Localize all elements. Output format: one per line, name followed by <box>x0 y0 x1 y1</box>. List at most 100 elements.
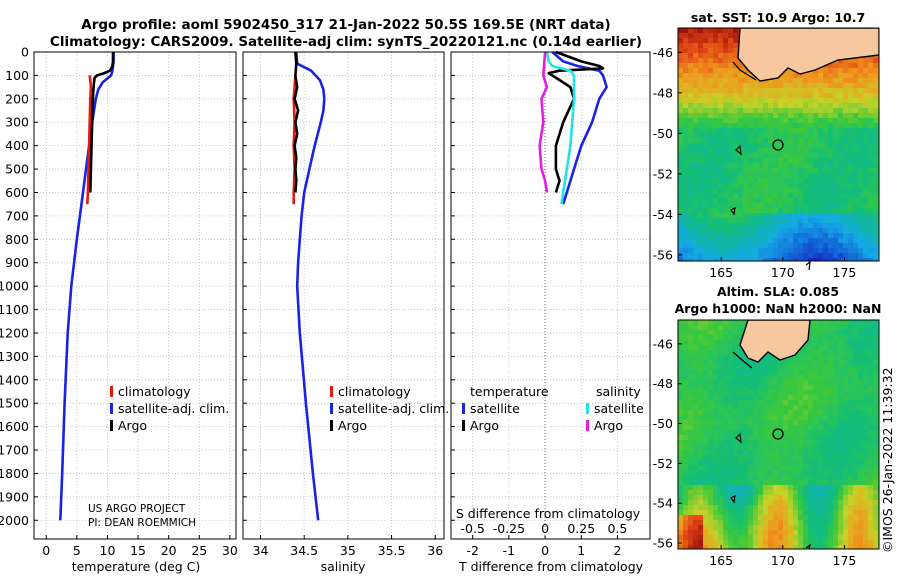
map-cell <box>823 530 829 536</box>
map-cell <box>758 248 764 254</box>
map-cell <box>818 530 824 536</box>
map-cell <box>858 520 864 526</box>
map-cell <box>843 505 849 511</box>
map-cell <box>858 475 864 481</box>
map-cell <box>743 500 749 506</box>
map-cell <box>683 203 689 209</box>
map-cell <box>678 153 684 159</box>
map-cell <box>798 218 804 224</box>
s-difference-tick-labels: -0.5 -0.25 0 0.25 0.5 <box>461 521 628 536</box>
map-cell <box>818 390 824 396</box>
map-cell <box>818 258 824 261</box>
map-cell <box>678 223 684 229</box>
map-cell <box>698 320 704 326</box>
map-cell <box>873 208 879 214</box>
map-cell <box>858 258 864 261</box>
map-cell <box>838 420 844 426</box>
map-cell <box>803 360 809 366</box>
map-cell <box>818 233 824 239</box>
map-cell <box>853 83 859 89</box>
map-cell <box>698 415 704 421</box>
map-cell <box>793 500 799 506</box>
map-cell <box>873 470 879 476</box>
map-cell <box>768 258 774 261</box>
map-cell <box>818 113 824 119</box>
map-cell <box>738 395 744 401</box>
map-cell <box>733 405 739 411</box>
map-cell <box>848 148 854 154</box>
map-cell <box>813 450 819 456</box>
map-cell <box>873 505 879 511</box>
map-cell <box>868 355 874 361</box>
map-cell <box>838 535 844 541</box>
map-cell <box>698 510 704 516</box>
map-cell <box>778 108 784 114</box>
map-cell <box>828 63 834 69</box>
map-cell <box>838 58 844 64</box>
sla-map-title-line2: Argo h1000: NaN h2000: NaN <box>675 301 882 316</box>
map-cell <box>688 500 694 506</box>
map-cell <box>828 385 834 391</box>
map-cell <box>793 218 799 224</box>
map-cell <box>828 445 834 451</box>
map-cell <box>708 183 714 189</box>
map-cell <box>788 108 794 114</box>
map-cell <box>733 335 739 341</box>
map-cell <box>708 138 714 144</box>
map-cell <box>853 248 859 254</box>
map-cell <box>858 113 864 119</box>
map-cell <box>803 108 809 114</box>
map-cell <box>863 218 869 224</box>
map-cell <box>693 133 699 139</box>
map-cell <box>748 218 754 224</box>
map-cell <box>743 415 749 421</box>
map-cell <box>718 223 724 229</box>
map-cell <box>783 420 789 426</box>
map-cell <box>833 258 839 261</box>
map-cell <box>763 430 769 436</box>
map-cell <box>683 465 689 471</box>
map-cell <box>713 530 719 536</box>
map-cell <box>683 138 689 144</box>
map-cell <box>743 525 749 531</box>
map-cell <box>683 88 689 94</box>
map-cell <box>848 330 854 336</box>
map-cell <box>713 113 719 119</box>
map-cell <box>818 103 824 109</box>
map-cell <box>813 525 819 531</box>
map-cell <box>853 243 859 249</box>
map-cell <box>693 450 699 456</box>
map-cell <box>723 385 729 391</box>
map-cell <box>698 63 704 69</box>
map-cell <box>758 108 764 114</box>
map-cell <box>803 238 809 244</box>
map-cell <box>763 370 769 376</box>
map-cell <box>773 88 779 94</box>
map-cell <box>723 118 729 124</box>
map-cell <box>868 500 874 506</box>
map-cell <box>703 530 709 536</box>
map-cell <box>818 138 824 144</box>
map-cell <box>793 108 799 114</box>
map-cell <box>848 445 854 451</box>
map-cell <box>738 525 744 531</box>
map-cell <box>753 400 759 406</box>
map-cell <box>708 223 714 229</box>
map-cell <box>793 233 799 239</box>
map-cell <box>748 530 754 536</box>
depth-tick-label: 900 <box>5 255 29 270</box>
map-cell <box>728 430 734 436</box>
map-cell <box>818 98 824 104</box>
map-cell <box>693 53 699 59</box>
map-cell <box>788 233 794 239</box>
map-cell <box>808 440 814 446</box>
map-cell <box>738 83 744 89</box>
map-cell <box>843 118 849 124</box>
map-cell <box>693 475 699 481</box>
map-cell <box>798 93 804 99</box>
map-cell <box>848 173 854 179</box>
map-cell <box>798 490 804 496</box>
map-cell <box>718 525 724 531</box>
map-cell <box>688 173 694 179</box>
map-cell <box>798 203 804 209</box>
